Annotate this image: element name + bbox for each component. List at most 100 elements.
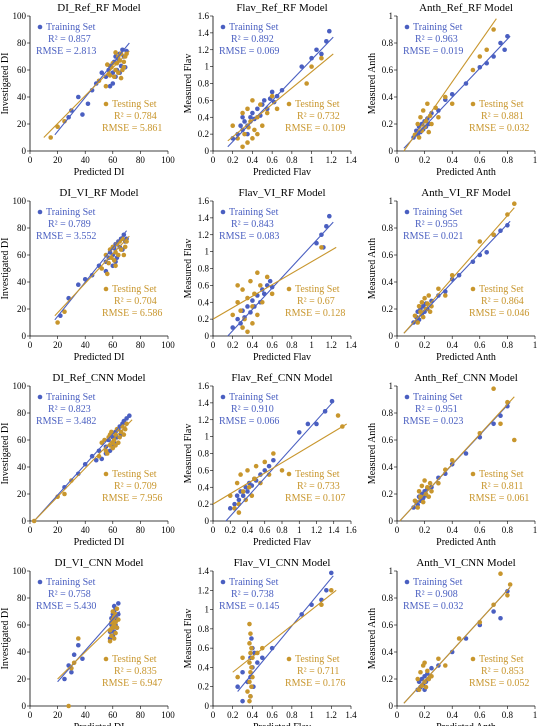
y-tick-label: 0.8 <box>198 449 210 459</box>
training-fit-line <box>54 230 128 321</box>
y-tick-label: 80 <box>17 593 27 603</box>
training-r2: R² = 0.823 <box>48 404 91 415</box>
testing-rmse: RMSE = 0.046 <box>469 308 529 319</box>
y-tick-label: 0.2 <box>198 129 209 139</box>
testing-point <box>245 140 250 145</box>
training-legend-label: Training Set <box>229 577 279 588</box>
chart-title: Anth_VI_RF Model <box>421 187 511 199</box>
y-tick-label: 1.2 <box>198 585 209 595</box>
testing-point <box>335 413 341 418</box>
testing-point <box>449 457 455 463</box>
training-rmse: RMSE = 3.552 <box>36 231 96 242</box>
y-tick-label: 0.6 <box>198 643 210 653</box>
training-legend-label: Training Set <box>413 392 463 403</box>
training-point <box>240 493 246 498</box>
testing-legend-marker <box>103 656 109 662</box>
testing-rmse: RMSE = 0.052 <box>469 678 529 689</box>
y-tick-label: 20 <box>17 304 27 314</box>
y-tick-label: 1.2 <box>198 45 209 55</box>
training-legend-marker <box>37 579 43 585</box>
y-tick-label: 1 <box>389 381 394 391</box>
y-tick-label: 0.6 <box>382 620 394 630</box>
x-tick-label: 0.6 <box>474 710 486 720</box>
y-tick-label: 80 <box>17 223 27 233</box>
x-tick-label: 80 <box>136 710 146 720</box>
testing-point <box>116 252 121 258</box>
training-r2: R² = 0.758 <box>48 589 91 600</box>
testing-point <box>259 123 265 128</box>
testing-rmse: RMSE = 6.586 <box>102 308 162 319</box>
y-tick-label: 0.2 <box>382 304 393 314</box>
testing-point <box>279 468 285 473</box>
testing-point <box>246 484 252 490</box>
y-tick-label: 0.6 <box>382 65 394 75</box>
testing-r2: R² = 0.709 <box>114 481 157 492</box>
testing-point <box>309 64 314 69</box>
scatter-panel: DI_VI_CNN Model 0 20 40 60 80 100 0 20 40 60 80 100 P… <box>0 557 175 726</box>
y-tick-label: 80 <box>17 38 27 48</box>
testing-fit-line <box>403 207 515 334</box>
testing-point <box>258 283 263 288</box>
y-tick-label: 100 <box>13 566 27 576</box>
scatter-panel: Anth_VI_RF Model 0 0.2 0.4 0.6 0.8 1 0 0.2 0.4 0.6… <box>367 187 537 363</box>
training-point <box>107 83 113 89</box>
training-fit-line <box>403 220 511 334</box>
testing-point <box>264 274 270 280</box>
testing-point <box>419 128 425 134</box>
chart-title: Anth_VI_CNN Model <box>416 557 515 569</box>
x-tick-label: 0 <box>395 710 400 720</box>
testing-point <box>498 571 503 576</box>
x-tick-label: 1 <box>309 155 314 165</box>
x-tick-label: 1 <box>309 710 314 720</box>
y-axis-label: Measured Flav <box>183 239 194 299</box>
y-tick-label: 1.4 <box>198 28 210 38</box>
y-tick-label: 0 <box>22 331 27 341</box>
x-tick-label: 1 <box>533 155 538 165</box>
testing-point <box>264 110 270 116</box>
testing-point <box>415 505 421 510</box>
testing-point <box>255 131 260 137</box>
testing-point <box>470 67 476 73</box>
x-tick-label: 100 <box>161 340 175 350</box>
x-tick-label: 1 <box>533 340 538 350</box>
testing-point <box>258 102 263 107</box>
testing-r2: R² = 0.881 <box>481 111 524 122</box>
training-point <box>491 421 496 427</box>
x-tick-label: 1 <box>309 340 314 350</box>
x-tick-label: 0.6 <box>267 155 279 165</box>
x-tick-label: 0.2 <box>227 155 238 165</box>
x-axis-label: Predicted DI <box>74 352 125 363</box>
testing-point <box>419 483 425 489</box>
testing-fit-line <box>227 53 334 142</box>
x-tick-label: 0 <box>395 340 400 350</box>
testing-point <box>419 299 425 305</box>
x-tick-label: 0.2 <box>419 340 430 350</box>
training-point <box>62 676 67 682</box>
y-tick-label: 0.4 <box>198 112 210 122</box>
training-point <box>242 119 247 124</box>
testing-point <box>426 494 432 500</box>
x-axis-label: Predicted Flav <box>253 352 311 363</box>
x-axis-label: Predicted Anth <box>436 722 496 726</box>
y-tick-label: 0.2 <box>382 674 393 684</box>
y-tick-label: 0.8 <box>382 38 394 48</box>
testing-r2: R² = 0.704 <box>114 296 157 307</box>
x-tick-label: 0.6 <box>474 525 486 535</box>
y-tick-label: 0.6 <box>198 280 210 290</box>
training-point <box>314 47 319 53</box>
testing-rmse: RMSE = 0.109 <box>285 123 345 134</box>
testing-point <box>107 638 113 644</box>
y-tick-label: 1 <box>205 247 210 257</box>
testing-point <box>235 299 240 305</box>
testing-point <box>114 606 120 612</box>
training-legend-marker <box>220 579 226 585</box>
scatter-panel: Anth_Ref_RF Model 0 0.2 0.4 0.6 0.8 1 0 0.2 0.4 0.… <box>367 2 537 178</box>
training-point <box>470 259 476 265</box>
scatter-panel: DI_Ref_RF Model 0 20 40 60 80 100 0 20 40 60 80 100 P… <box>0 2 175 178</box>
testing-point <box>255 270 260 276</box>
training-point <box>96 448 102 454</box>
y-tick-label: 0.8 <box>198 264 210 274</box>
testing-point <box>491 27 496 32</box>
training-point <box>240 698 245 704</box>
x-tick-label: 0 <box>395 155 400 165</box>
